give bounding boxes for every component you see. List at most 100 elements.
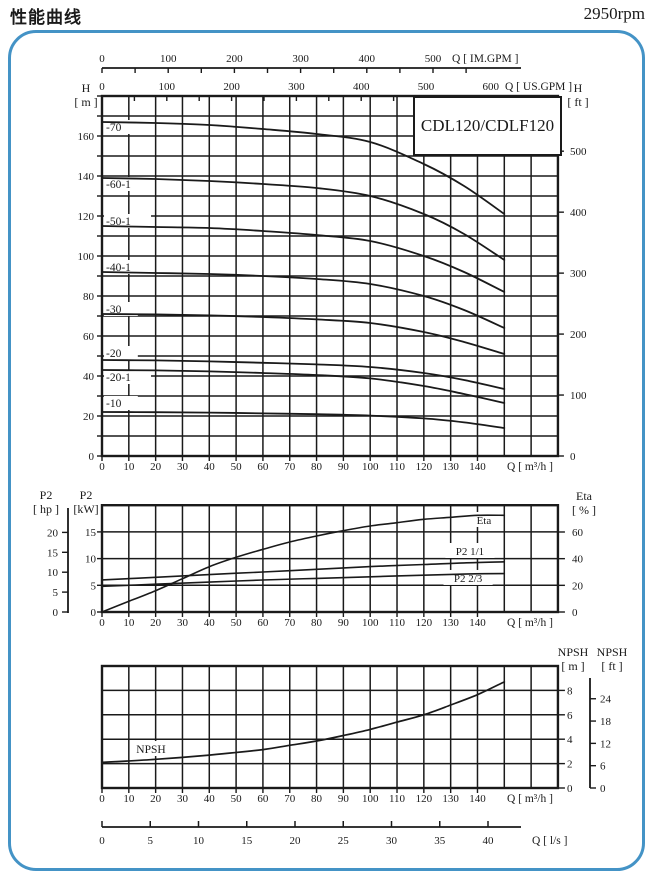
im-gpm-unit: Q [ IM.GPM ] — [452, 53, 518, 65]
tick-label: 160 — [78, 131, 95, 143]
tick-label: 0 — [99, 81, 105, 93]
npsh-ft-header: NPSH — [597, 645, 628, 659]
tick-label: 120 — [416, 461, 433, 473]
tick-label: 10 — [47, 567, 59, 579]
tick-label: 10 — [123, 461, 135, 473]
tick-label: 40 — [483, 835, 495, 847]
tick-label: 120 — [78, 211, 95, 223]
tick-label: 10 — [123, 617, 135, 629]
tick-label: 40 — [83, 371, 95, 383]
tick-label: 80 — [83, 291, 95, 303]
x-axis-unit: Q [ m³/h ] — [507, 793, 553, 805]
tick-label: 130 — [442, 793, 459, 805]
tick-label: 100 — [362, 461, 379, 473]
eta-header: [ % ] — [572, 503, 596, 517]
tick-label: 0 — [99, 835, 105, 847]
curve-label: P2 1/1 — [456, 546, 484, 558]
tick-label: 18 — [600, 716, 612, 728]
tick-label: 10 — [85, 554, 97, 566]
tick-label: 0 — [600, 783, 606, 795]
tick-label: 35 — [434, 835, 446, 847]
tick-label: 70 — [284, 461, 296, 473]
tick-label: 4 — [567, 734, 573, 746]
curve-label: NPSH — [136, 744, 165, 756]
curve-label: -20 — [106, 348, 122, 360]
tick-label: 300 — [570, 268, 587, 280]
tick-label: 15 — [85, 527, 97, 539]
tick-label: 0 — [99, 617, 105, 629]
tick-label: 10 — [193, 835, 205, 847]
x-axis-unit: Q [ m³/h ] — [507, 617, 553, 629]
tick-label: 100 — [362, 793, 379, 805]
tick-label: 20 — [83, 411, 95, 423]
p2-hp-header: P2 — [40, 488, 53, 502]
page-header: 性能曲线 2950rpm — [0, 0, 653, 28]
tick-label: 5 — [148, 835, 154, 847]
tick-label: 70 — [284, 617, 296, 629]
curve--60-1 — [101, 177, 506, 261]
curve-label-patch — [445, 542, 495, 558]
tick-label: 20 — [572, 580, 584, 592]
tick-label: 600 — [483, 81, 500, 93]
tick-label: 60 — [257, 617, 269, 629]
tick-label: 6 — [567, 710, 573, 722]
curve-label: -20-1 — [106, 372, 131, 384]
tick-label: 0 — [99, 53, 105, 65]
tick-label: 40 — [204, 793, 216, 805]
p2-hp-header: [ hp ] — [33, 502, 59, 516]
curve-label: -40-1 — [106, 262, 131, 274]
tick-label: 15 — [47, 547, 59, 559]
tick-label: 60 — [257, 793, 269, 805]
tick-label: 8 — [567, 685, 573, 697]
tick-label: 5 — [91, 580, 97, 592]
ls-unit: Q [ l/s ] — [532, 835, 567, 847]
curve-label: -50-1 — [106, 216, 131, 228]
curve-P2-2/3 — [101, 572, 506, 588]
tick-label: 12 — [600, 738, 611, 750]
tick-label: 20 — [150, 617, 162, 629]
p2-kw-header: P2 — [80, 488, 93, 502]
tick-label: 30 — [177, 617, 189, 629]
us-gpm-unit: Q [ US.GPM ] — [505, 81, 572, 93]
tick-label: 100 — [160, 53, 177, 65]
tick-label: 5 — [53, 587, 59, 599]
tick-label: 140 — [469, 461, 486, 473]
h-ft-header: H — [574, 81, 583, 95]
tick-label: 100 — [570, 390, 587, 402]
tick-label: 50 — [231, 617, 243, 629]
curve--10 — [101, 411, 506, 429]
tick-label: 300 — [292, 53, 309, 65]
curve-label-patch — [135, 741, 167, 757]
curve-NPSH — [101, 681, 506, 764]
tick-label: 400 — [570, 207, 587, 219]
tick-label: 20 — [150, 793, 162, 805]
x-axis-unit: Q [ m³/h ] — [507, 461, 553, 473]
tick-label: 30 — [177, 461, 189, 473]
curve--30 — [101, 313, 506, 355]
curve--70 — [101, 121, 506, 215]
tick-label: 20 — [47, 527, 59, 539]
tick-label: 110 — [389, 617, 406, 629]
tick-label: 90 — [338, 793, 350, 805]
tick-label: 0 — [572, 607, 578, 619]
h-ft-header: [ ft ] — [567, 95, 588, 109]
tick-label: 90 — [338, 461, 350, 473]
tick-label: 15 — [241, 835, 253, 847]
tick-label: 130 — [442, 461, 459, 473]
p2-kw-header: [kW] — [73, 502, 98, 516]
tick-label: 500 — [570, 146, 587, 158]
tick-label: 60 — [572, 527, 584, 539]
tick-label: 120 — [416, 617, 433, 629]
tick-label: 400 — [359, 53, 376, 65]
curve--20-1 — [101, 369, 506, 404]
tick-label: 80 — [311, 617, 323, 629]
tick-label: 50 — [231, 461, 243, 473]
tick-label: 30 — [386, 835, 398, 847]
tick-label: 20 — [150, 461, 162, 473]
tick-label: 200 — [570, 329, 587, 341]
tick-label: 6 — [600, 761, 606, 773]
tick-label: 140 — [469, 793, 486, 805]
curve-label: -30 — [106, 304, 122, 316]
